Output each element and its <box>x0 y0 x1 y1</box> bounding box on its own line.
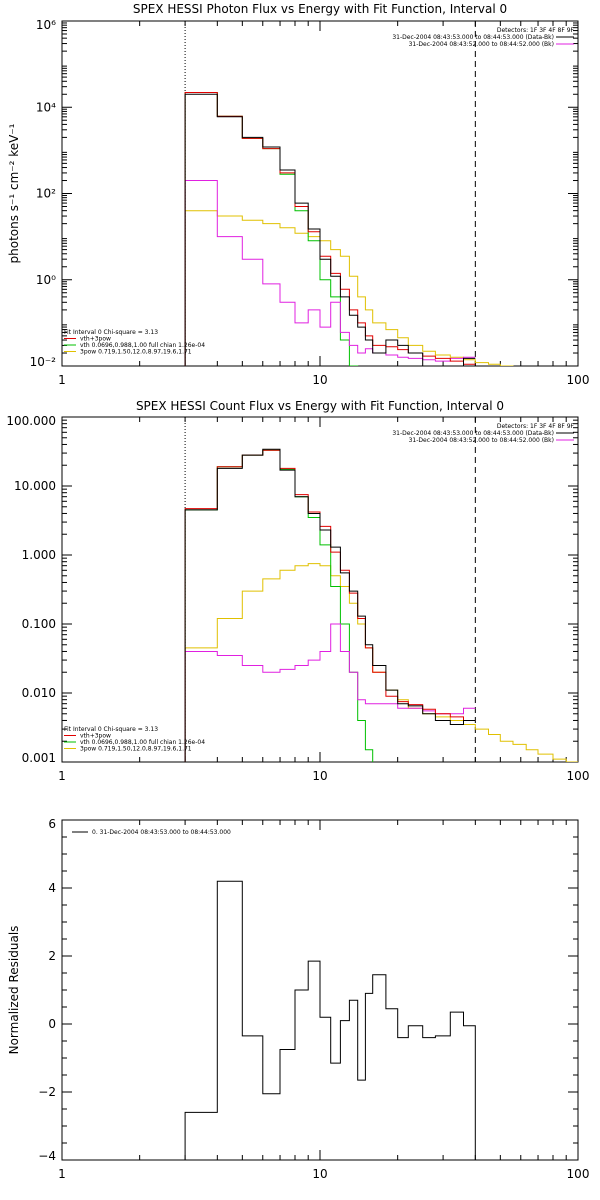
legend-entry-text: 31-Dec-2004 08:43:52.000 to 08:44:52.000… <box>409 41 554 48</box>
plot-frame <box>61 416 579 763</box>
photon-flux-panel: SPEX HESSI Photon Flux vs Energy with Fi… <box>7 2 589 387</box>
x-tick-label: 1 <box>58 769 66 783</box>
x-tick-label: 1 <box>58 1167 66 1181</box>
series-data-bk-line <box>184 448 476 762</box>
y-tick-label: 100.000 <box>6 414 56 428</box>
x-tick-label: 1 <box>58 373 66 387</box>
legend-fit-text: 3pow 0.719,1.50,12.0,8.97,19.6,1.71 <box>80 746 192 753</box>
y-tick-label: 10⁶ <box>36 18 56 32</box>
legend-top: 0. 31-Dec-2004 08:43:53.000 to 08:44:53.… <box>72 829 231 836</box>
residuals-panel: Normalized Residuals 1 10 100 −4 −2 0 2 4 6 0. 31-… <box>7 817 589 1181</box>
y-tick-label: 4 <box>48 881 56 895</box>
series-vth-line <box>184 449 374 762</box>
series-vth-3pow-line <box>184 449 476 762</box>
chart-title: SPEX HESSI Photon Flux vs Energy with Fi… <box>133 2 507 16</box>
y-tick-label: 6 <box>48 817 56 831</box>
y-tick-label: 0.010 <box>22 686 56 700</box>
series-3pow-line <box>184 563 578 762</box>
legend-header: Detectors: 1F 3F 4F 8F 9F <box>497 423 575 430</box>
chart-title: SPEX HESSI Count Flux vs Energy with Fit… <box>136 399 504 413</box>
legend-fit-header: Fit Interval 0 Chi-square = 3.13 <box>64 726 158 733</box>
y-tick-label: 0 <box>48 1017 56 1031</box>
x-tick-label: 100 <box>567 1167 590 1181</box>
x-tick-label: 10 <box>312 373 327 387</box>
y-tick-label: 10² <box>36 187 56 201</box>
legend-fit-text: vth+3pow <box>80 336 111 343</box>
series-vth-3pow-line <box>184 92 476 366</box>
y-tick-label: 10⁴ <box>36 100 56 114</box>
legend-fit-text: vth 0.0696,0.988,1.00 full chian 1.26e-0… <box>80 342 205 349</box>
y-tick-label: 10⁻² <box>30 355 57 369</box>
y-axis-label: Normalized Residuals <box>7 926 21 1055</box>
legend-fit-text: vth 0.0696,0.988,1.00 full chian 1.26e-0… <box>80 739 205 746</box>
series-residuals-line <box>184 880 476 1160</box>
legend-entry-text: 31-Dec-2004 08:43:53.000 to 08:44:53.000… <box>392 430 554 437</box>
count-flux-panel: SPEX HESSI Count Flux vs Energy with Fit… <box>6 399 589 783</box>
y-axis-label: photons s⁻¹ cm⁻² keV⁻¹ <box>7 123 21 263</box>
legend-entry-text: 0. 31-Dec-2004 08:43:53.000 to 08:44:53.… <box>92 829 231 836</box>
legend-header: Detectors: 1F 3F 4F 8F 9F <box>497 27 575 34</box>
series-vth-line <box>184 92 359 366</box>
y-tick-label: −2 <box>38 1085 56 1099</box>
legend-bottom: Fit Interval 0 Chi-square = 3.13vth+3pow… <box>64 726 205 753</box>
legend-entry-text: 31-Dec-2004 08:43:52.000 to 08:44:52.000… <box>409 437 554 444</box>
x-tick-label: 10 <box>312 1167 327 1181</box>
series-bk-line <box>184 623 476 762</box>
y-tick-label: 0.100 <box>22 617 56 631</box>
x-tick-label: 100 <box>567 373 590 387</box>
y-tick-label: 1.000 <box>22 548 56 562</box>
legend-bottom: Fit Interval 0 Chi-square = 3.13vth+3pow… <box>64 329 205 356</box>
legend-fit-text: vth+3pow <box>80 733 111 740</box>
y-tick-label: 0.001 <box>22 751 56 765</box>
legend-fit-text: 3pow 0.719,1.50,12.0,8.97,19.6,1.71 <box>80 349 192 356</box>
x-tick-label: 10 <box>312 769 327 783</box>
y-tick-label: −4 <box>38 1149 56 1163</box>
y-tick-label: 2 <box>48 949 56 963</box>
y-tick-label: 10⁰ <box>36 273 56 287</box>
y-tick-label: 10.000 <box>14 479 56 493</box>
legend-fit-header: Fit Interval 0 Chi-square = 3.13 <box>64 329 158 336</box>
series-3pow-line <box>184 210 514 366</box>
x-tick-label: 100 <box>567 769 590 783</box>
legend-entry-text: 31-Dec-2004 08:43:53.000 to 08:44:53.000… <box>392 34 554 41</box>
series-data-bk-line <box>184 93 476 366</box>
